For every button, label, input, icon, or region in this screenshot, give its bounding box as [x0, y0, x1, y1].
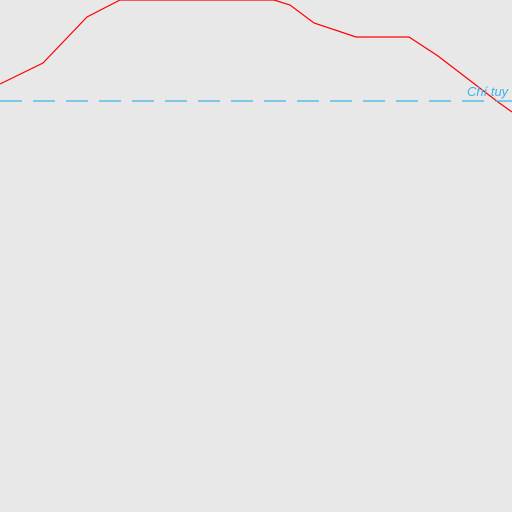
border-line — [0, 0, 512, 113]
tropic-label: Chí tuy — [467, 84, 510, 99]
